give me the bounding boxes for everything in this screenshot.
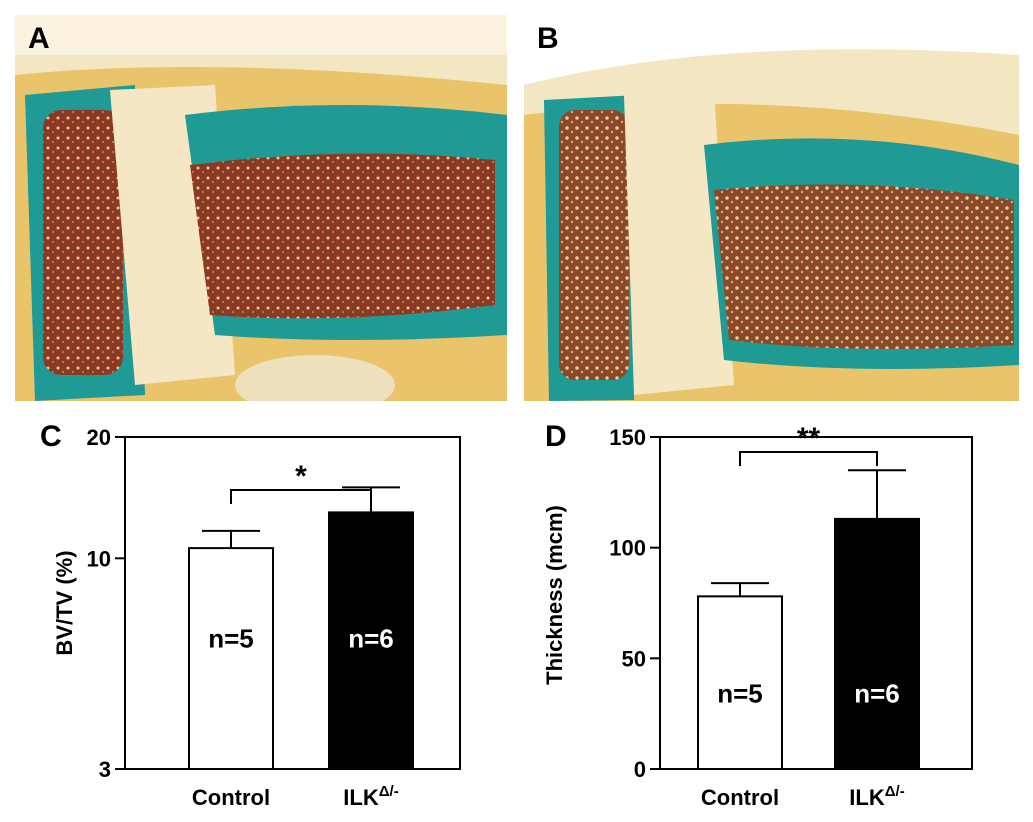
y-tick-label: 10 [87, 546, 111, 571]
y-tick-label: 20 [87, 425, 111, 450]
bar-n-label: n=6 [854, 679, 900, 709]
bar-n-label: n=5 [208, 624, 254, 654]
y-tick-label: 100 [609, 536, 646, 561]
chart-d-plot-frame [659, 436, 973, 770]
category-label: ILKΔ/- [849, 783, 904, 810]
chart-d-significance: ** [739, 422, 878, 466]
histology-b-drawing [524, 15, 1019, 401]
panel-letter-a: A [28, 22, 50, 55]
histology-image-a [15, 15, 507, 401]
chart-d-ylabel: Thickness (mcm) [542, 505, 567, 685]
bar [188, 547, 274, 770]
significance-marker: * [295, 460, 307, 493]
panel-letter-c: C [40, 420, 62, 453]
chart-d-categories: Control ILKΔ/- [701, 783, 905, 810]
chart-c-bars: n=5 n=6 [188, 486, 414, 771]
chart-d-bars: n=5 n=6 [697, 469, 920, 770]
y-tick-label: 150 [609, 425, 646, 450]
chart-c-categories: Control ILKΔ/- [192, 783, 399, 810]
histology-image-b [524, 15, 1019, 401]
chart-c-plot-frame [124, 436, 461, 770]
category-label: ILKΔ/- [343, 783, 398, 810]
panel-letter-b: B [537, 22, 559, 55]
chart-d-ticks: 0 50 100 150 [609, 425, 660, 782]
significance-marker: ** [797, 422, 821, 455]
bar [697, 595, 783, 770]
bar-n-label: n=6 [348, 624, 394, 654]
y-tick-label: 50 [622, 646, 646, 671]
significance-bracket [739, 451, 878, 466]
y-tick-label: 0 [634, 757, 646, 782]
chart-c-ticks: 3 10 20 [87, 425, 125, 782]
bar [328, 511, 414, 771]
chart-c-ylabel: BV/TV (%) [52, 550, 77, 655]
category-label: Control [701, 785, 779, 810]
bar-n-label: n=5 [717, 679, 763, 709]
chart-c-significance: * [230, 460, 372, 504]
bar [834, 517, 920, 770]
category-label: Control [192, 785, 270, 810]
histology-a-drawing [15, 15, 507, 401]
panel-letter-d: D [545, 420, 567, 453]
y-tick-label: 3 [99, 757, 111, 782]
significance-bracket [230, 489, 372, 504]
